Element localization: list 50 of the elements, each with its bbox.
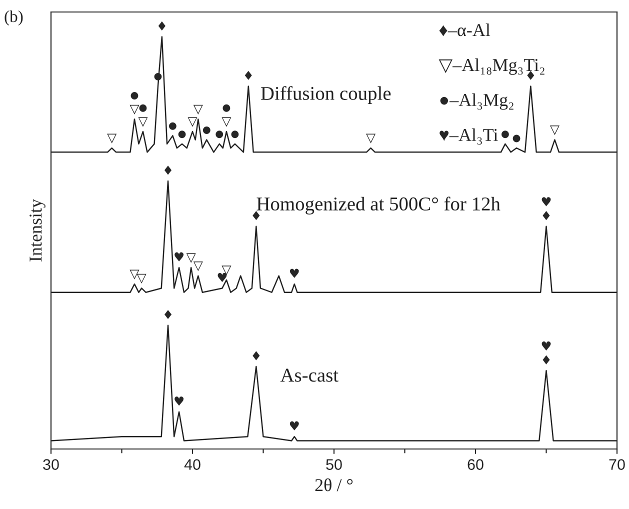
x-tick-label: 30 xyxy=(43,459,59,470)
annotation: ▽ xyxy=(186,253,196,263)
series-label: Diffusion couple xyxy=(260,86,391,104)
annotation: ● xyxy=(139,104,147,112)
annotation: ♦ xyxy=(164,166,172,175)
annotation: ● xyxy=(130,92,138,100)
annotation: ▽ xyxy=(366,134,376,144)
x-tick-label: 50 xyxy=(326,459,342,470)
annotation: ▽ xyxy=(136,274,146,284)
annotation: ● xyxy=(178,130,186,138)
y-axis-title: Intensity xyxy=(30,198,46,262)
annotation: ♥ xyxy=(174,252,184,262)
annotation: ● xyxy=(168,122,176,130)
annotation: ▽ xyxy=(193,104,203,114)
annotation: ▽ xyxy=(222,117,232,127)
annotation: ● xyxy=(512,134,520,142)
annotation: ♥ xyxy=(542,341,551,351)
annotation: ● xyxy=(502,130,509,138)
annotation: ▽ xyxy=(222,266,232,276)
annotation: ♥ xyxy=(174,396,184,406)
annotation: ♥ xyxy=(542,197,551,206)
annotation: ● xyxy=(222,104,230,112)
x-tick-label: 70 xyxy=(609,459,625,470)
text: ♦–α-Al xyxy=(439,23,490,36)
x-axis-title: 2θ / ° xyxy=(315,478,353,492)
annotation: ♥–Al₃Ti xyxy=(440,128,498,145)
annotation: ♥ xyxy=(290,421,299,430)
annotation: ♦ xyxy=(542,210,550,220)
annotation: ● xyxy=(202,126,210,134)
annotation: ▽ xyxy=(107,134,117,144)
annotation: ♦ xyxy=(542,355,550,364)
x-tick-label: 60 xyxy=(468,459,484,470)
annotation: ▽ xyxy=(138,117,148,127)
annotation: ●–Al₃Mg₂ xyxy=(440,93,514,110)
annotation: ♥ xyxy=(290,268,299,278)
x-tick-label: 40 xyxy=(184,459,200,470)
annotation: ▽ xyxy=(188,117,198,127)
annotation: ▽ xyxy=(550,125,560,136)
annotation: ▽ xyxy=(130,270,140,280)
annotation: ▽ xyxy=(193,262,203,272)
annotation: ● xyxy=(231,130,239,138)
annotation: ♥ xyxy=(218,272,227,282)
annotation: ▽ xyxy=(130,104,140,114)
annotation: ♦ xyxy=(164,310,172,320)
series-label: As-cast xyxy=(280,368,338,382)
chart-title: (b) xyxy=(4,10,23,26)
annotation: ● xyxy=(216,130,224,138)
annotation: ♦ xyxy=(252,351,260,360)
annotation: ♦ xyxy=(158,21,166,30)
annotation: ♦ xyxy=(244,70,252,80)
